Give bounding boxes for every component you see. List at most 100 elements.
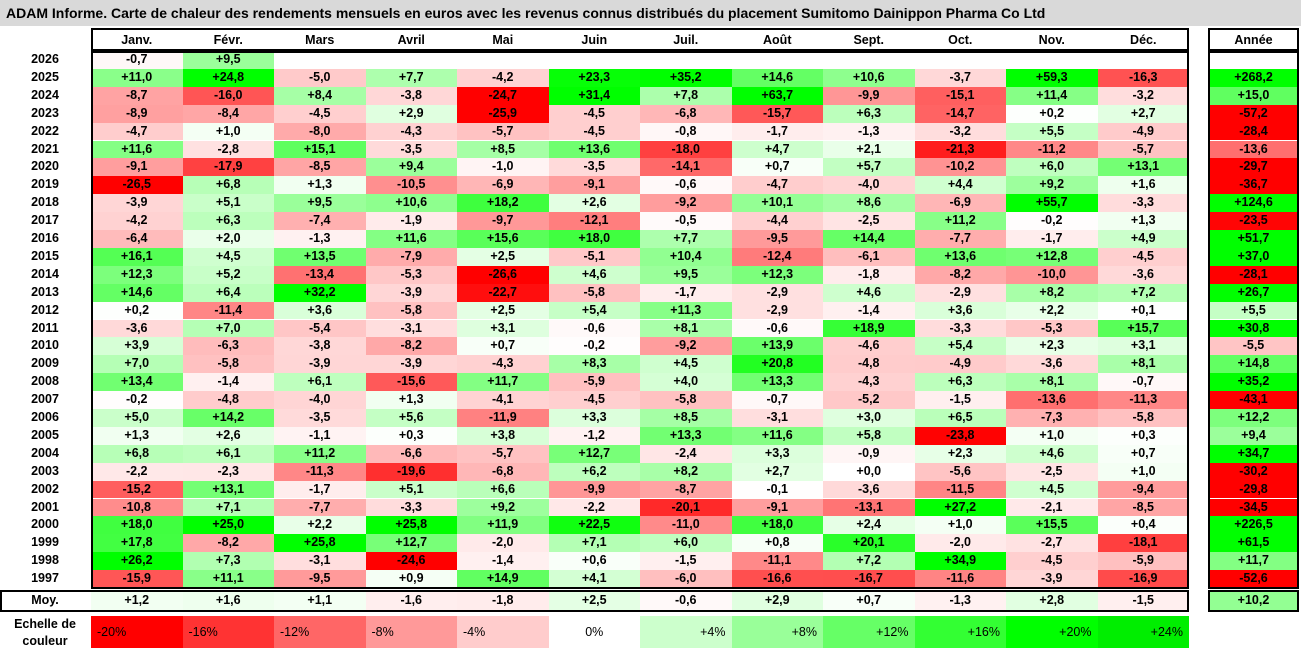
heatmap-cell: -4,5 [1006,552,1098,571]
heatmap-cell: +5,0 [91,409,183,427]
heatmap-cell: -4,7 [91,122,183,141]
heatmap-cell: -9,5 [731,230,823,248]
heatmap-cell: -4,0 [823,176,915,195]
heatmap-cell: +0,9 [365,570,457,588]
heatmap-cell: +27,2 [914,498,1006,517]
annual-cell: -30,2 [1208,462,1299,481]
annual-cell: +34,7 [1208,444,1299,463]
heatmap-cell: -0,7 [91,51,183,69]
heatmap-cell-empty [548,51,640,69]
heatmap-cell: -4,5 [548,391,640,409]
heatmap-cell: +0,7 [457,337,549,356]
heatmap-cell: +5,7 [823,158,915,177]
heatmap-cell: -0,1 [731,480,823,499]
heatmap-cell: +5,8 [823,426,915,445]
heatmap-cell: -1,5 [640,552,732,571]
heatmap-cell: +4,1 [548,570,640,588]
heatmap-cell: -0,6 [731,319,823,338]
heatmap-cell: -1,5 [914,391,1006,409]
heatmap-cell: -8,9 [91,104,183,123]
heatmap-cell: -16,3 [1097,68,1189,87]
avg-cell: -1,3 [914,591,1006,611]
heatmap-cell: -7,3 [1006,409,1098,427]
heatmap-cell: -4,8 [823,355,915,374]
year-total-header: Année [1234,33,1273,47]
color-scale-swatch: -12% [274,616,366,648]
heatmap-cell: -11,1 [731,552,823,571]
heatmap-cell: +2,7 [731,462,823,481]
heatmap-cell: -5,4 [274,319,366,338]
heatmap-cell: -9,4 [1097,480,1189,499]
avg-cell: -1,6 [365,591,457,611]
heatmap-cell: +2,5 [457,301,549,320]
heatmap-cell: +1,3 [274,176,366,195]
month-header: Janv. [121,33,153,47]
heatmap-cell: -11,6 [914,570,1006,588]
heatmap-cell: +9,5 [182,51,274,69]
annual-cell: -23,5 [1208,212,1299,230]
year-label: 2002 [31,481,59,496]
heatmap-cell: -1,7 [731,122,823,141]
annual-cell: +26,7 [1208,283,1299,302]
heatmap-cell: +20,1 [823,534,915,553]
heatmap-cell: +18,0 [91,516,183,535]
heatmap-cell: -11,3 [1097,391,1189,409]
heatmap-cell: -9,9 [548,480,640,499]
heatmap-cell: -1,4 [182,373,274,392]
heatmap-cell: +6,8 [91,444,183,463]
heatmap-cell: +4,5 [182,247,274,266]
year-label: 2015 [31,248,59,263]
heatmap-cell: -8,7 [91,86,183,105]
heatmap-cell-empty [731,51,823,69]
annual-cell: -29,8 [1208,480,1299,499]
year-label: 2024 [31,87,59,102]
heatmap-cell: +25,0 [182,516,274,535]
annual-cell: +30,8 [1208,319,1299,338]
heatmap-cell: -0,2 [548,337,640,356]
heatmap-cell: +15,7 [1097,319,1189,338]
heatmap-cell: +5,1 [182,194,274,213]
heatmap-cell: +25,8 [365,516,457,535]
heatmap-cell: -1,3 [274,230,366,248]
heatmap-cell: +3,9 [91,337,183,356]
heatmap-cell: +7,2 [1097,283,1189,302]
heatmap-cell: -10,2 [914,158,1006,177]
heatmap-cell: -0,2 [1006,212,1098,230]
heatmap-cell: -16,6 [731,570,823,588]
heatmap-cell: +16,1 [91,247,183,266]
year-label: 2007 [31,392,59,407]
heatmap-cell: +0,2 [1006,104,1098,123]
year-label: 2023 [31,105,59,120]
heatmap-cell: +4,6 [548,265,640,284]
year-label: 2026 [31,52,59,66]
heatmap-cell: -0,7 [1097,373,1189,392]
heatmap-cell: -5,9 [1097,552,1189,571]
heatmap-cell: +23,3 [548,68,640,87]
heatmap-cell: +18,9 [823,319,915,338]
month-header: Févr. [213,33,243,47]
heatmap-cell: +8,2 [640,462,732,481]
heatmap-cell: -3,9 [365,283,457,302]
heatmap-cell: +9,5 [640,265,732,284]
annual-cell: -28,1 [1208,265,1299,284]
heatmap-cell: +5,1 [365,480,457,499]
heatmap-cell: -8,2 [182,534,274,553]
avg-cell: +1,6 [182,591,274,611]
heatmap-cell: +6,1 [274,373,366,392]
heatmap-cell: -3,9 [365,355,457,374]
heatmap-cell: -4,5 [548,104,640,123]
heatmap-cell: +0,1 [1097,301,1189,320]
heatmap-cell: +14,6 [731,68,823,87]
annual-cell: +11,7 [1208,552,1299,571]
heatmap-cell: +15,1 [274,140,366,159]
month-header: Déc. [1130,33,1157,47]
heatmap-cell: +18,0 [731,516,823,535]
heatmap-cell: -16,7 [823,570,915,588]
heatmap-cell: -4,5 [274,104,366,123]
heatmap-cell: -1,4 [457,552,549,571]
heatmap-cell: -2,2 [548,498,640,517]
heatmap-cell: -4,2 [91,212,183,230]
year-label: 2020 [31,159,59,174]
heatmap-cell: +2,9 [365,104,457,123]
heatmap-cell: -9,1 [91,158,183,177]
